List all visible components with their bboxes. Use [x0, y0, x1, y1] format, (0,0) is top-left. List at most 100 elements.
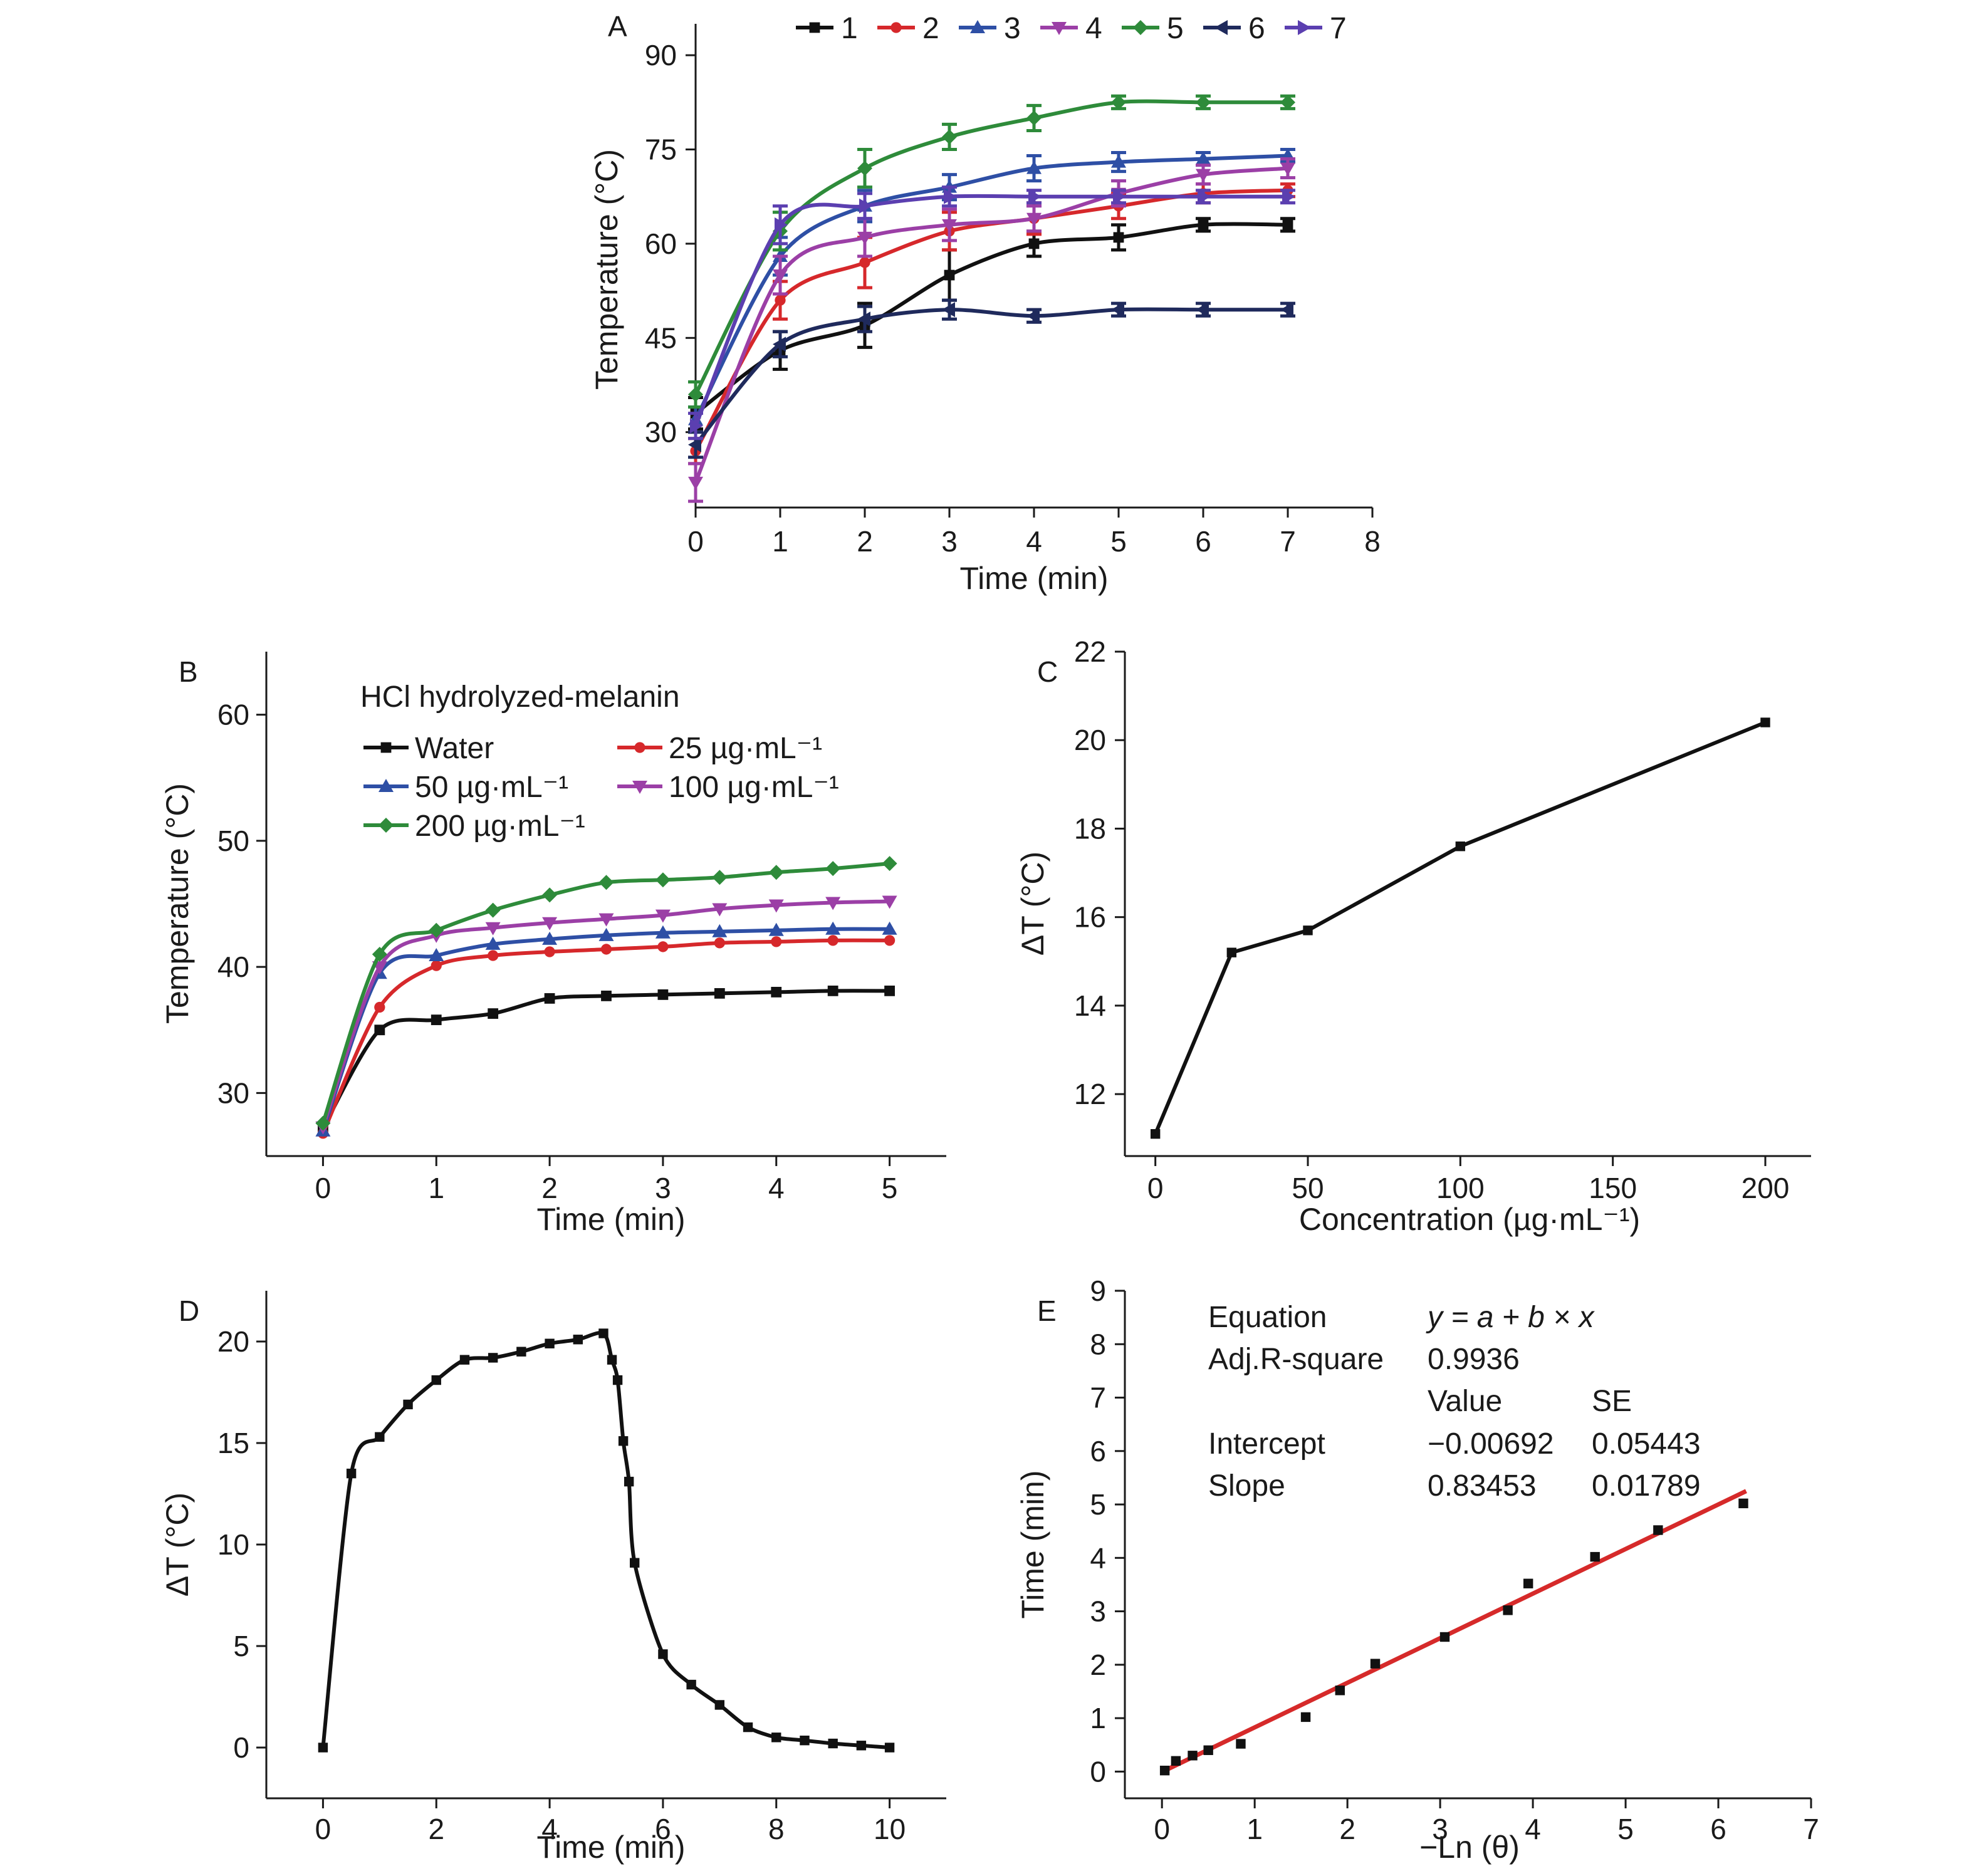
data-point — [773, 336, 786, 352]
y-tick-label: 40 — [217, 951, 249, 983]
series-1 — [1150, 717, 1770, 1139]
data-point — [942, 302, 955, 318]
data-point — [542, 887, 558, 903]
panel-letter: B — [179, 655, 198, 688]
data-point — [346, 1468, 357, 1479]
y-tick-label: 90 — [645, 39, 677, 71]
data-point — [1159, 1765, 1170, 1776]
data-point — [1203, 1745, 1213, 1755]
legend-item: 200 µg·mL⁻¹ — [363, 810, 585, 843]
series-line — [694, 154, 1288, 420]
legend-marker — [632, 781, 647, 794]
y-tick-label: 6 — [1090, 1435, 1106, 1467]
chart-panel-d: 0 2 4 6 8 10 0 5 10 15 20 D Time (min) ΔT (°C) — [160, 1291, 946, 1865]
data-point — [1026, 110, 1042, 126]
data-point — [1738, 1498, 1748, 1509]
data-point — [857, 231, 872, 245]
series-1 — [1159, 1498, 1748, 1776]
x-tick-label: 3 — [941, 525, 958, 558]
legend-item: 25 µg·mL⁻¹ — [617, 732, 822, 765]
x-tick-label: 4 — [1525, 1813, 1541, 1845]
data-point — [1455, 842, 1466, 852]
legend-label: 1 — [841, 12, 858, 45]
series-line — [1153, 721, 1767, 1135]
series-line — [321, 862, 890, 1124]
data-point — [1028, 238, 1040, 249]
data-point — [485, 922, 501, 935]
data-point — [1280, 302, 1293, 318]
data-point — [1113, 232, 1124, 243]
data-point — [488, 1353, 498, 1363]
data-point — [318, 1743, 328, 1753]
legend-marker — [1052, 22, 1067, 35]
series-water — [318, 985, 895, 1134]
x-tick-label: 50 — [1292, 1172, 1324, 1204]
data-point — [1280, 95, 1295, 110]
data-point — [775, 217, 788, 232]
y-tick-label: 45 — [645, 321, 677, 354]
x-tick-label: 1 — [1246, 1813, 1263, 1845]
legend-item: Water — [363, 732, 494, 765]
data-point — [688, 387, 703, 402]
data-point — [884, 935, 896, 946]
legend-label: 100 µg·mL⁻¹ — [669, 771, 839, 804]
data-point — [374, 1024, 385, 1036]
chart-panel-b: 0 1 2 3 4 5 30 40 50 60 B Time (min) Temperature (°C… — [160, 652, 946, 1237]
y-axis-title: ΔT (°C) — [1015, 852, 1050, 956]
data-point — [403, 1399, 413, 1410]
y-tick-label: 16 — [1074, 901, 1106, 934]
stats-value: 0.83453 — [1428, 1469, 1537, 1503]
y-tick-label: 7 — [1090, 1382, 1106, 1414]
y-axis-title: Temperature (°C) — [160, 783, 195, 1024]
data-point — [827, 935, 838, 946]
data-point — [1282, 219, 1293, 231]
data-point — [1026, 160, 1042, 174]
legend-marker — [379, 779, 394, 792]
x-tick-label: 4 — [1026, 525, 1042, 558]
panel-letter: D — [179, 1295, 199, 1327]
x-tick-label: 1 — [428, 1172, 444, 1204]
series-line — [321, 938, 890, 1135]
data-point — [1111, 95, 1126, 110]
y-axis-title: Time (min) — [1015, 1470, 1050, 1618]
x-axis-title: −Ln (θ) — [1419, 1830, 1520, 1865]
chart-panel-e: 0 1 2 3 4 5 6 7 0 1 2 3 4 5 6 7 8 9 E −Ln (θ) Time (min) Equa… — [1015, 1274, 1819, 1865]
y-tick-label: 1 — [1090, 1702, 1106, 1734]
x-tick-label: 3 — [655, 1172, 671, 1204]
data-point — [1111, 154, 1126, 168]
data-point — [884, 1743, 895, 1753]
panel-letter: A — [608, 10, 627, 43]
data-point — [714, 1700, 725, 1710]
data-point — [1303, 925, 1313, 935]
data-point — [573, 1335, 583, 1345]
data-point — [1590, 1551, 1600, 1562]
legend-label: 5 — [1167, 12, 1184, 45]
data-point — [598, 913, 614, 927]
data-point — [712, 903, 728, 917]
legend-label: 3 — [1004, 12, 1021, 45]
data-point — [859, 257, 870, 268]
x-tick-label: 200 — [1742, 1172, 1790, 1204]
data-point — [690, 418, 703, 434]
data-point — [743, 1722, 753, 1733]
data-point — [630, 1558, 640, 1568]
x-tick-label: 0 — [1147, 1172, 1164, 1204]
y-tick-label: 30 — [645, 416, 677, 449]
data-point — [1111, 302, 1124, 318]
legend-marker — [379, 818, 394, 833]
y-tick-label: 60 — [217, 699, 249, 731]
data-point — [658, 1649, 668, 1659]
x-tick-label: 1 — [772, 525, 788, 558]
data-point — [714, 988, 725, 999]
regression-stats-table: Equation y = a + b × x Adj.R-square 0.9936 V… — [1208, 1301, 1701, 1503]
data-point — [1113, 189, 1126, 204]
y-axis-title: ΔT (°C) — [160, 1493, 195, 1597]
data-point — [618, 1436, 629, 1446]
data-point — [1171, 1756, 1181, 1766]
series-line — [694, 222, 1288, 415]
data-point — [1280, 162, 1295, 176]
data-point — [429, 922, 444, 938]
y-tick-label: 2 — [1090, 1649, 1106, 1681]
data-point — [1503, 1605, 1513, 1615]
